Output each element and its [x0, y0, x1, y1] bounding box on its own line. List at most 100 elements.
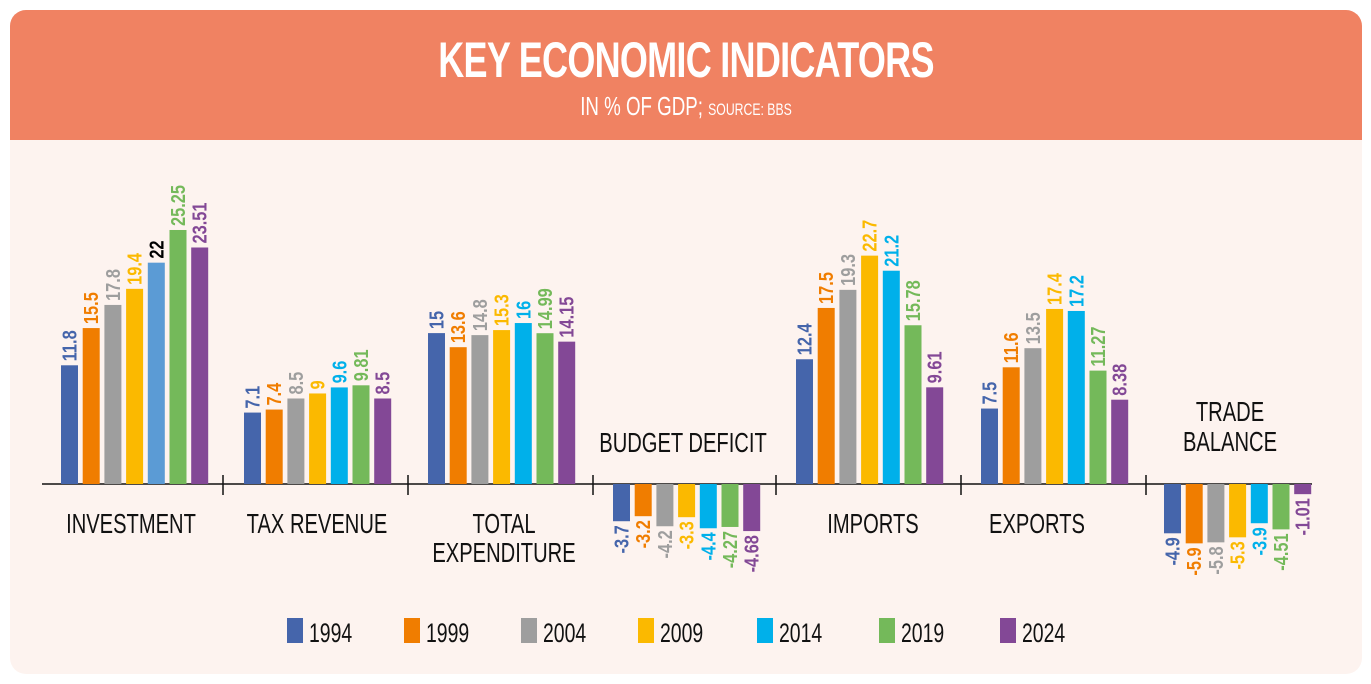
value-label: -4.4	[697, 532, 720, 561]
bar-2019-3	[721, 484, 739, 527]
value-label: -4.68	[740, 535, 763, 572]
value-labels-layer: 11.8 7.1 15 -3.7 12.4 7.5 -4.9 15.5 7.4 13.6 -3.2 1…	[58, 185, 1314, 576]
bar-2014-5	[1067, 310, 1085, 484]
bar-2014-4	[882, 270, 900, 484]
bar-1999-3	[634, 484, 652, 517]
value-label: 14.15	[555, 297, 578, 338]
value-label: 7.1	[241, 386, 264, 409]
bar-2009-1	[309, 393, 327, 484]
bar-1994-6	[1164, 484, 1181, 534]
value-label: 11.27	[1086, 327, 1109, 367]
subtitle-source: SOURCE: BBS	[708, 100, 792, 119]
legend-label: 2004	[543, 618, 586, 648]
value-label: 8.5	[371, 372, 394, 395]
bar-2024-6	[1294, 484, 1312, 495]
value-label: 7.4	[263, 382, 286, 406]
legend-label: 1994	[309, 618, 352, 648]
bar-2014-0	[147, 262, 165, 484]
category-label: IMPORTS	[827, 509, 918, 540]
legend-swatch	[404, 618, 420, 643]
value-label: 17.2	[1065, 275, 1088, 307]
value-label: -5.8	[1204, 546, 1227, 574]
bar-2009-3	[678, 484, 696, 518]
value-label: -5.3	[1226, 541, 1249, 569]
bar-2009-5	[1046, 308, 1064, 484]
category-label: TAX REVENUE	[247, 509, 388, 540]
bar-2004-0	[104, 304, 122, 484]
bar-2004-5	[1024, 348, 1042, 484]
value-label: -4.9	[1161, 537, 1184, 565]
legend-swatch	[1000, 618, 1016, 643]
chart-subtitle: IN % OF GDP; SOURCE: BBS	[199, 92, 1172, 124]
value-label: 22.7	[858, 220, 881, 252]
value-label: 13.6	[447, 311, 470, 343]
value-label: -1.01	[1291, 498, 1314, 535]
bar-1999-0	[82, 328, 100, 484]
bar-2009-2	[493, 330, 511, 484]
bars-layer	[61, 229, 1312, 544]
bar-1994-1	[244, 412, 261, 484]
value-label: 17.5	[815, 272, 838, 304]
value-label: 25.25	[166, 185, 189, 226]
subtitle-units: IN % OF GDP;	[580, 91, 703, 121]
bar-1994-2	[428, 333, 445, 484]
bar-1999-1	[265, 409, 283, 484]
legend-swatch	[757, 618, 773, 643]
infographic-card: KEY ECONOMIC INDICATORS IN % OF GDP; SOU…	[10, 10, 1362, 674]
bar-2019-2	[536, 333, 554, 484]
header-banner: KEY ECONOMIC INDICATORS IN % OF GDP; SOU…	[10, 10, 1362, 140]
bar-2009-4	[861, 255, 879, 484]
value-label: 15.78	[901, 280, 924, 321]
bar-2014-6	[1250, 484, 1268, 524]
legend-item-2004: 2004	[521, 618, 586, 648]
value-label: 23.51	[188, 202, 211, 243]
category-label: BUDGET DEFICIT	[599, 428, 767, 459]
bar-2004-4	[839, 289, 857, 484]
legend-label: 2009	[660, 618, 703, 648]
legend-item-1994: 1994	[287, 618, 352, 648]
value-label: -4.27	[718, 531, 741, 568]
value-label: 19.3	[836, 254, 859, 286]
bar-2024-4	[926, 387, 944, 484]
bar-1994-0	[61, 365, 78, 484]
legend-item-1999: 1999	[404, 618, 469, 648]
legend-swatch	[638, 618, 654, 643]
category-label: TRADE	[1196, 397, 1264, 428]
category-label: EXPORTS	[989, 509, 1085, 540]
value-label: 11.6	[1000, 332, 1023, 363]
value-label: -3.7	[610, 525, 633, 553]
value-label: -3.2	[632, 520, 655, 548]
legend-swatch	[879, 618, 895, 643]
bar-2009-6	[1229, 484, 1247, 538]
bar-2004-1	[287, 398, 305, 484]
legend-item-2019: 2019	[879, 618, 944, 648]
value-label: 9.81	[349, 349, 372, 381]
value-label: -5.9	[1183, 547, 1206, 575]
value-label: 8.38	[1108, 364, 1131, 396]
legend-swatch	[521, 618, 537, 643]
value-label: 15.5	[80, 292, 103, 324]
value-label: -3.3	[675, 521, 698, 549]
value-label: 22	[145, 240, 168, 258]
bar-2009-0	[126, 288, 144, 484]
value-label: -4.2	[653, 530, 676, 558]
legend: 1994 1999 2004 2009 2014 2019 2024	[287, 618, 1065, 648]
value-label: 14.8	[468, 299, 491, 331]
bar-2019-6	[1272, 484, 1290, 530]
bar-2019-0	[169, 229, 187, 484]
bar-1999-6	[1185, 484, 1203, 544]
value-label: 21.2	[880, 235, 903, 267]
bar-2014-1	[330, 387, 348, 484]
value-label: 19.4	[123, 252, 146, 285]
value-label: 17.4	[1043, 272, 1066, 305]
value-label: 9	[306, 380, 329, 389]
bar-2014-2	[514, 323, 532, 484]
value-label: 14.99	[533, 288, 556, 329]
bar-1999-4	[817, 307, 835, 484]
bar-2024-3	[743, 484, 761, 532]
value-label: 9.6	[328, 361, 351, 384]
bar-1999-2	[449, 347, 467, 484]
bar-2024-2	[558, 341, 576, 484]
bar-2014-3	[699, 484, 717, 529]
